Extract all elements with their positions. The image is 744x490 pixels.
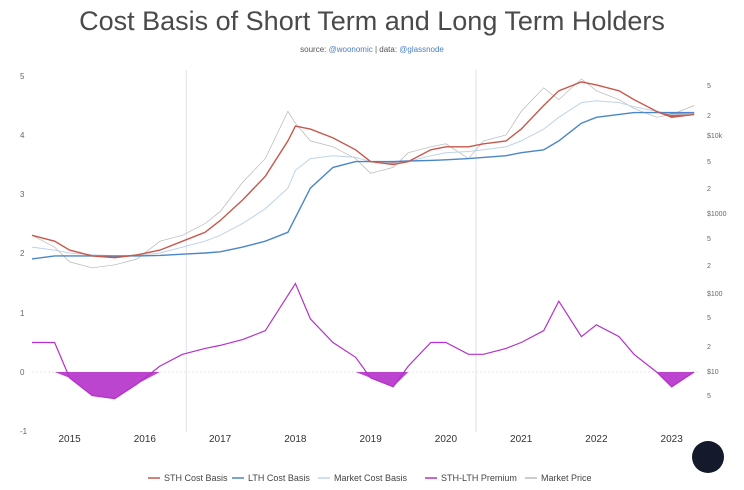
lth-cost-basis-line — [31, 111, 695, 260]
chart-title: Cost Basis of Short Term and Long Term H… — [79, 6, 665, 36]
y-right-tick: 2 — [707, 263, 711, 270]
x-tick: 2020 — [435, 434, 458, 445]
subtitle-source-label: source: — [300, 45, 329, 54]
legend-label: STH Cost Basis — [164, 473, 228, 483]
y-right-tick: $100 — [707, 291, 723, 298]
sth-lth-premium-line — [32, 282, 695, 400]
market-price-line — [31, 78, 695, 269]
premium-negative-fill — [32, 372, 695, 399]
floating-circle-button[interactable] — [692, 441, 724, 473]
y-right-tick: 5 — [707, 159, 711, 166]
y-right-tick: 5 — [707, 236, 711, 243]
subtitle-sep: | data: — [372, 45, 400, 54]
legend-label: LTH Cost Basis — [248, 473, 310, 483]
y-left-tick: 4 — [20, 131, 25, 140]
x-tick: 2015 — [59, 434, 82, 445]
subtitle-source[interactable]: @woonomic — [328, 45, 373, 54]
x-tick: 2018 — [284, 434, 307, 445]
y-right-tick: 5 — [707, 393, 711, 400]
x-tick: 2017 — [209, 434, 232, 445]
legend-label: Market Cost Basis — [334, 473, 408, 483]
sth-cost-basis-line — [31, 81, 695, 259]
y-right-tick: 2 — [707, 344, 711, 351]
x-tick: 2019 — [360, 434, 383, 445]
y-right-tick: $10 — [707, 369, 719, 376]
y-left-tick: -1 — [20, 427, 28, 436]
subtitle-data[interactable]: @glassnode — [399, 45, 444, 54]
legend-label: Market Price — [541, 473, 592, 483]
y-right-tick: $10k — [707, 133, 723, 140]
y-left-tick: 0 — [20, 368, 25, 377]
y-left-tick: 5 — [20, 72, 25, 81]
y-right-tick: $1000 — [707, 211, 727, 218]
market-cost-basis-line — [31, 100, 695, 257]
y-left-tick: 1 — [20, 309, 25, 318]
x-tick: 2016 — [134, 434, 157, 445]
y-right-tick: 5 — [707, 315, 711, 322]
sth-below-lth-fill — [92, 112, 695, 258]
chart-subtitle: source: @woonomic | data: @glassnode — [0, 45, 744, 54]
y-left-tick: 3 — [20, 190, 25, 199]
x-tick: 2023 — [661, 434, 684, 445]
y-right-tick: 2 — [707, 113, 711, 120]
y-right-tick: 2 — [707, 186, 711, 193]
legend-label: STH-LTH Premium — [441, 473, 517, 483]
y-right-tick: 5 — [707, 83, 711, 90]
x-tick: 2021 — [510, 434, 533, 445]
y-left-tick: 2 — [20, 249, 25, 258]
x-tick: 2022 — [585, 434, 608, 445]
